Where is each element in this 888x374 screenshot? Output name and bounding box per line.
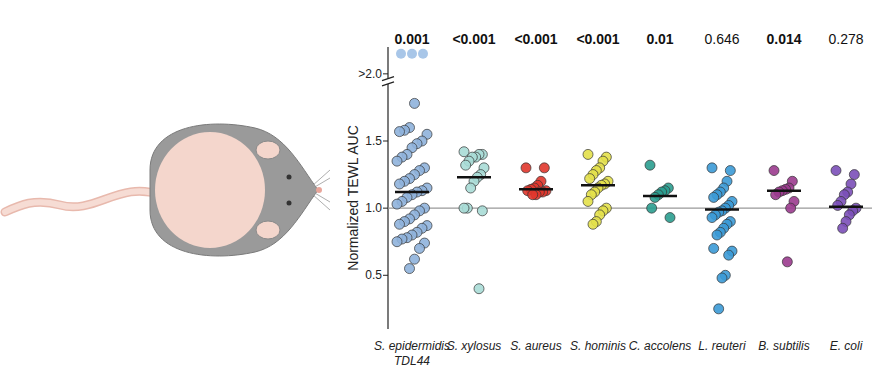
- data-point: [849, 170, 859, 180]
- data-point: [769, 166, 779, 176]
- median-line: [457, 176, 491, 179]
- y-axis-label: Normalized TEWL AUC: [345, 125, 361, 270]
- data-point: [833, 200, 843, 210]
- x-tick-label: S. xylosus: [447, 339, 502, 353]
- x-tick-label: S. epidermidisTDL44: [374, 339, 450, 368]
- mouse-nose: [316, 187, 322, 193]
- x-tick-label: S. aureus: [510, 339, 561, 353]
- median-line: [643, 195, 677, 198]
- y-tick: [383, 208, 388, 209]
- p-value: <0.001: [576, 31, 619, 47]
- median-line: [705, 208, 739, 211]
- chart: 0.5 1.0 1.5 >2.0 Normalized TEWL AUC S. epide…: [0, 0, 888, 374]
- data-point: [477, 206, 487, 216]
- p-value: 0.001: [394, 31, 429, 47]
- mouse-eye: [287, 201, 292, 206]
- data-point: [645, 160, 655, 170]
- median-line: [829, 206, 863, 209]
- data-point: [709, 243, 719, 253]
- y-tick: [383, 73, 388, 74]
- data-point: [410, 254, 420, 264]
- data-point: [724, 250, 734, 260]
- mouse-whisker: [312, 178, 330, 189]
- median-line: [767, 189, 801, 192]
- data-point: [583, 149, 593, 159]
- p-value: <0.001: [514, 31, 557, 47]
- data-point: [415, 243, 425, 253]
- data-point: [521, 163, 531, 173]
- mouse-ear: [256, 221, 280, 239]
- x-tick-label-line: TDL44: [394, 354, 430, 368]
- mouse-illustration: [5, 124, 330, 256]
- data-point: [396, 49, 406, 59]
- x-tick-label: L. reuteri: [698, 339, 746, 353]
- p-value: 0.646: [704, 31, 739, 47]
- p-value: <0.001: [452, 31, 495, 47]
- data-point: [782, 257, 792, 267]
- axis-break: [382, 82, 394, 86]
- data-point: [539, 163, 549, 173]
- data-point: [405, 264, 415, 274]
- data-point: [650, 192, 660, 202]
- data-point: [392, 199, 402, 209]
- data-point: [461, 160, 471, 170]
- data-point: [474, 284, 484, 294]
- data-point: [707, 213, 717, 223]
- axis-break: [382, 77, 394, 81]
- p-value: 0.014: [766, 31, 801, 47]
- data-point: [528, 190, 538, 200]
- x-tick-label: E. coli: [830, 339, 863, 353]
- data-point: [786, 203, 796, 213]
- data-point: [395, 127, 405, 137]
- mouse-belly: [155, 132, 265, 248]
- median-line: [581, 184, 615, 187]
- mouse-ear: [256, 141, 280, 159]
- x-tick-label: S. hominis: [570, 339, 626, 353]
- data-point: [583, 196, 593, 206]
- y-axis-line: [387, 84, 388, 329]
- plot-area: [392, 49, 863, 314]
- data-point: [395, 179, 405, 189]
- data-point: [707, 163, 717, 173]
- y-tick-label: 1.0: [365, 201, 382, 215]
- mouse-eye: [287, 175, 292, 180]
- data-point: [647, 203, 657, 213]
- median-line: [395, 191, 429, 194]
- data-point: [392, 156, 402, 166]
- y-tick-label: 0.5: [365, 268, 382, 282]
- data-point: [407, 49, 417, 59]
- data-point: [714, 304, 724, 314]
- x-tick-label-line: S. epidermidis: [374, 339, 450, 353]
- data-point: [392, 237, 402, 247]
- mouse-tail: [5, 191, 160, 212]
- data-point: [585, 174, 595, 184]
- data-point: [466, 183, 476, 193]
- y-tick: [383, 141, 388, 142]
- x-tick-label: B. subtilis: [758, 339, 809, 353]
- data-point: [709, 192, 719, 202]
- y-tick: [383, 275, 388, 276]
- p-value: 0.278: [828, 31, 863, 47]
- data-point: [588, 219, 598, 229]
- data-point: [725, 166, 735, 176]
- mouse-body: [150, 124, 318, 256]
- data-point: [838, 223, 848, 233]
- data-point: [418, 49, 428, 59]
- data-point: [410, 98, 420, 108]
- y-tick-label: 1.5: [365, 134, 382, 148]
- data-point: [712, 230, 722, 240]
- mouse-whisker: [312, 194, 330, 210]
- data-point: [717, 273, 727, 283]
- y-tick-label: >2.0: [358, 67, 382, 81]
- data-point: [831, 166, 841, 176]
- median-line: [519, 188, 553, 191]
- data-point: [665, 213, 675, 223]
- mouse-tail-inner: [5, 191, 160, 212]
- x-tick-label: C. accolens: [629, 339, 692, 353]
- p-value: 0.01: [646, 31, 673, 47]
- data-point: [395, 219, 405, 229]
- data-point: [459, 203, 469, 213]
